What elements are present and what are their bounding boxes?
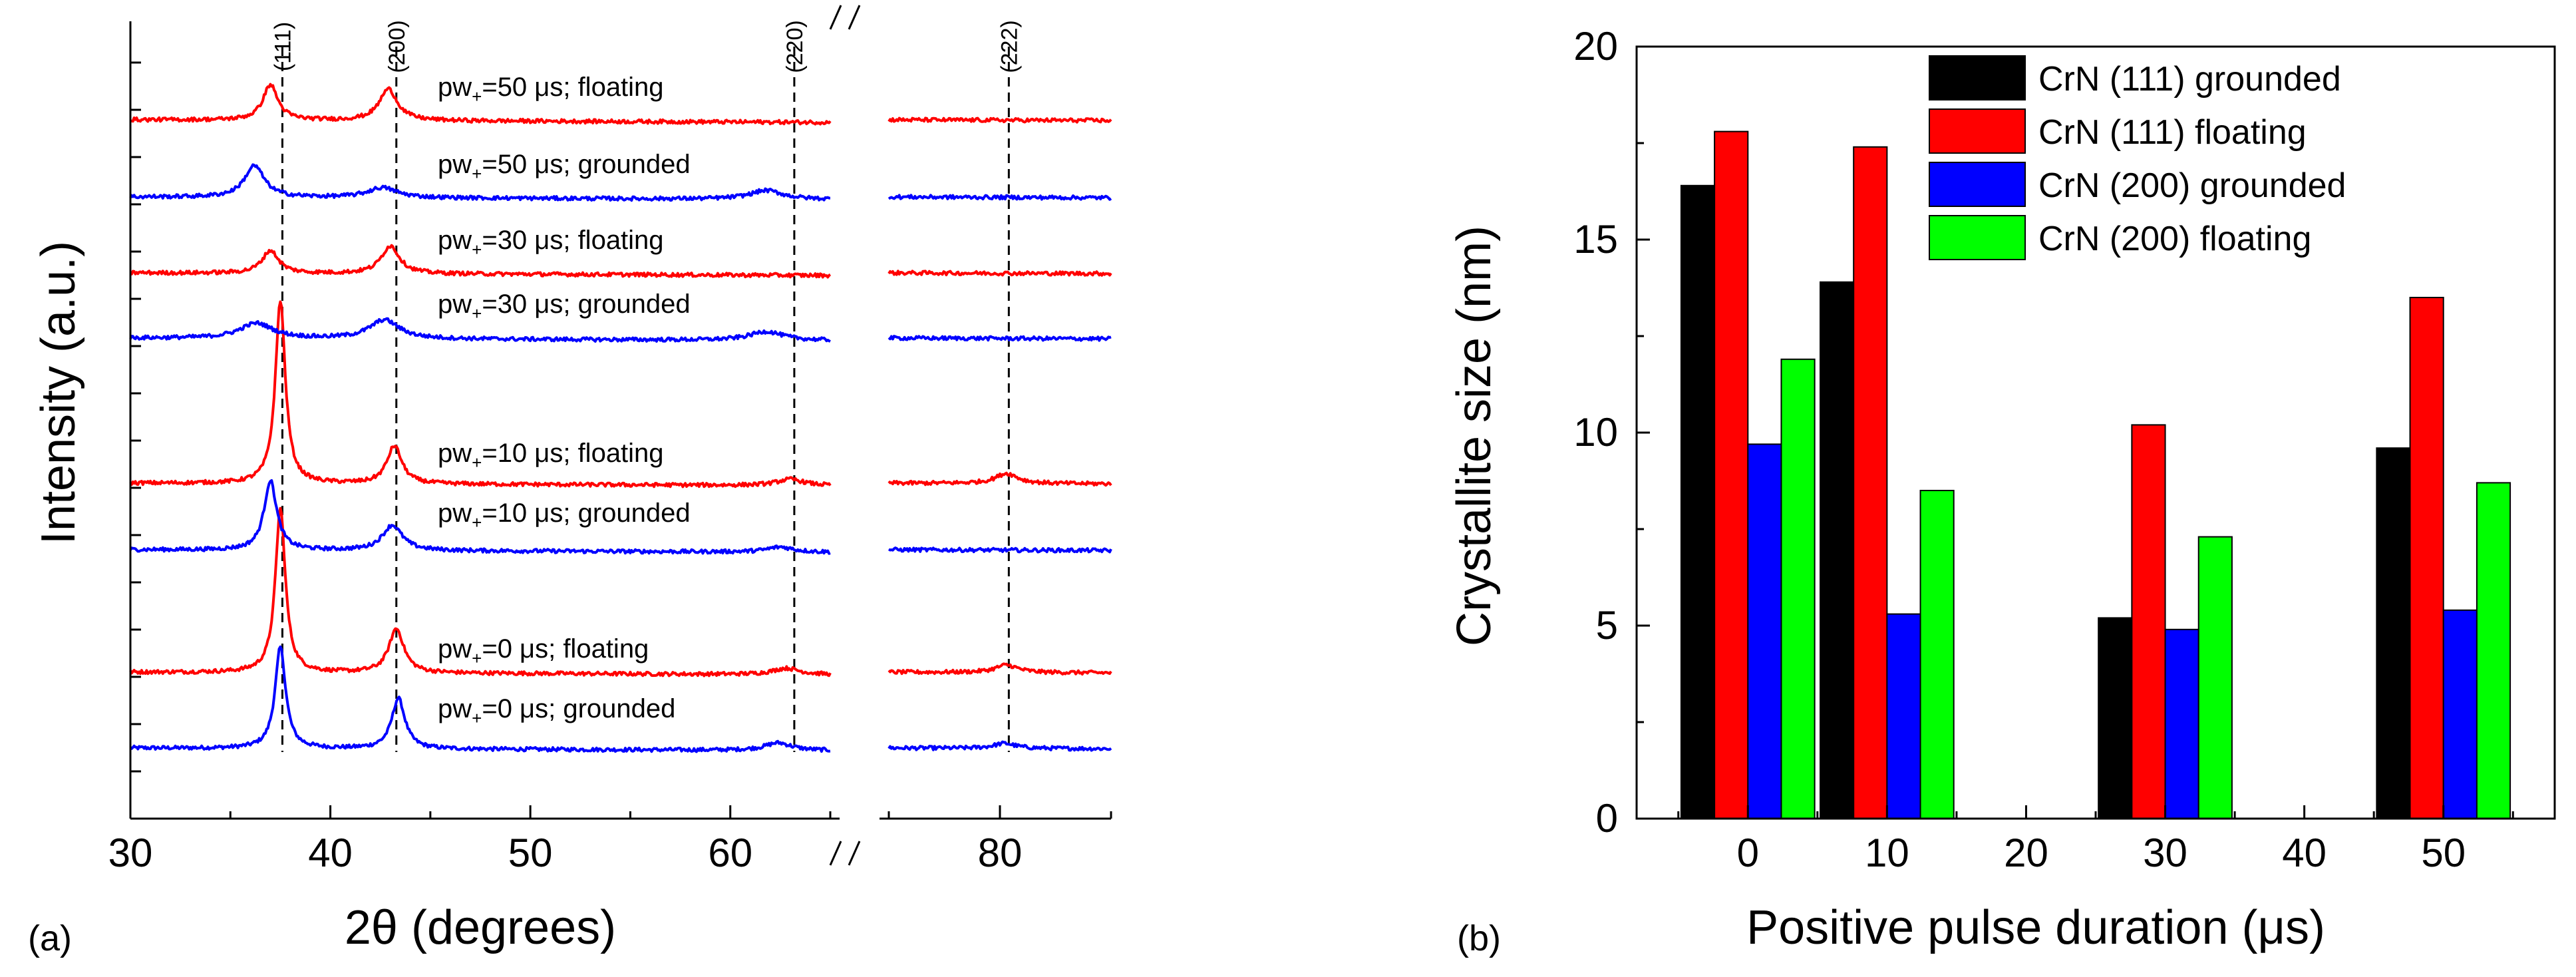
x-tick-label: 30	[108, 831, 153, 875]
x-tick-label: 0	[1737, 831, 1759, 875]
x-tick-label: 80	[978, 831, 1023, 875]
xrd-trace	[887, 335, 1112, 342]
panel-a-label: (a)	[28, 918, 72, 958]
y-tick-label: 20	[1573, 24, 1618, 69]
xrd-trace	[887, 740, 1112, 752]
y-tick-label: 0	[1596, 796, 1618, 841]
axis-break-stroke	[848, 841, 861, 866]
series-label: pw+=0 μs; floating	[438, 634, 649, 668]
bar	[1714, 130, 1749, 820]
series-label: pw+=10 μs; grounded	[438, 498, 691, 532]
bar	[2376, 447, 2411, 819]
bar	[2197, 536, 2233, 819]
peak-marker-label: (200)	[385, 20, 410, 73]
bar	[2409, 297, 2444, 819]
series-label: pw+=30 μs; grounded	[438, 290, 691, 323]
xrd-series: pw+=10 μs; floating	[129, 300, 1112, 488]
xrd-trace	[129, 645, 831, 753]
y-tick-label: 10	[1573, 410, 1618, 455]
y-tick-label: 5	[1596, 603, 1618, 648]
bar	[1820, 281, 1855, 819]
panel-b-label: (b)	[1457, 918, 1501, 958]
panel-b-x-axis-title: Positive pulse duration (μs)	[1746, 901, 2325, 954]
legend-swatch	[1929, 55, 2026, 100]
bar	[1680, 184, 1716, 819]
axis-break-stroke	[829, 5, 842, 30]
bar	[1853, 146, 1888, 820]
peak-marker-label: (111)	[270, 22, 295, 71]
axis-break-top-mark	[829, 5, 861, 30]
x-tick-label: 30	[2143, 831, 2187, 875]
series-label: pw+=10 μs; floating	[438, 439, 664, 473]
x-tick-label: 40	[308, 831, 353, 875]
bar	[2098, 617, 2133, 820]
xrd-trace	[129, 506, 832, 678]
panel-b-ticks: 0 5 10 15 20 0 10 20 30 40 50	[1573, 24, 2514, 875]
xrd-series: pw+=30 μs; grounded	[129, 290, 1112, 343]
xrd-series: pw+=10 μs; grounded	[129, 479, 1112, 555]
x-tick-label: 50	[508, 831, 553, 875]
bar	[1886, 613, 1921, 819]
xrd-trace	[129, 163, 831, 202]
peak-marker-lines: (111) (200) (220) (222)	[270, 20, 1022, 752]
xrd-trace	[129, 300, 832, 488]
axis-break-stroke	[829, 841, 842, 866]
xrd-trace	[129, 244, 832, 279]
series-label: pw+=0 μs; grounded	[438, 694, 675, 728]
bar	[2164, 628, 2199, 819]
legend-swatch	[1929, 108, 2026, 154]
bar	[2131, 424, 2166, 819]
panel-a-axes	[129, 5, 1111, 866]
xrd-trace	[887, 546, 1112, 554]
bar	[1747, 443, 1782, 819]
axis-break-stroke	[848, 5, 861, 30]
xrd-trace	[887, 194, 1112, 201]
legend-label: CrN (200) grounded	[2038, 166, 2346, 205]
x-tick-label: 20	[2004, 831, 2048, 875]
panel-b-legend: CrN (111) grounded CrN (111) floating CrN …	[1929, 55, 2346, 260]
xrd-trace	[887, 662, 1112, 676]
xrd-trace	[887, 116, 1112, 124]
bar	[2442, 609, 2478, 819]
xrd-series: pw+=30 μs; floating	[129, 226, 1112, 279]
xrd-trace	[130, 83, 832, 126]
peak-marker-label: (222)	[997, 20, 1022, 73]
peak-marker-label: (220)	[782, 20, 808, 73]
bar	[2476, 482, 2511, 820]
panel-b-y-axis-title: Crystallite size (nm)	[1448, 226, 1501, 646]
panel-a-xrd-chart: (111) (200) (220) (222) pw+=0 μs; groundedp…	[28, 5, 1112, 958]
x-tick-label: 10	[1865, 831, 1909, 875]
xrd-trace	[887, 270, 1112, 277]
legend-swatch	[1929, 215, 2026, 260]
bar	[1919, 490, 1955, 819]
series-label: pw+=50 μs; floating	[438, 73, 664, 106]
panel-a-y-axis-title: Intensity (a.u.)	[32, 241, 85, 544]
x-tick-label: 50	[2421, 831, 2466, 875]
xrd-trace	[129, 479, 831, 555]
xrd-series: pw+=0 μs; grounded	[129, 645, 1112, 753]
xrd-trace	[129, 317, 831, 343]
axis-break-bottom-mark	[829, 841, 861, 866]
panel-a-ticks: 30 40 50 60 80	[108, 61, 1112, 875]
y-tick-label: 15	[1573, 217, 1618, 262]
series-label: pw+=50 μs; grounded	[438, 150, 691, 184]
legend-label: CrN (111) grounded	[2038, 60, 2341, 98]
bar	[1780, 358, 1816, 819]
x-tick-label: 60	[708, 831, 752, 875]
xrd-trace	[887, 471, 1112, 487]
series-label: pw+=30 μs; floating	[438, 226, 664, 260]
xrd-series: pw+=50 μs; floating	[130, 73, 1112, 126]
legend-swatch	[1929, 162, 2026, 207]
legend-label: CrN (200) floating	[2038, 220, 2311, 258]
x-tick-label: 40	[2282, 831, 2327, 875]
xrd-series: pw+=50 μs; grounded	[129, 150, 1112, 202]
panel-a-x-axis-title: 2θ (degrees)	[345, 901, 616, 954]
xrd-pattern-series: pw+=0 μs; grounded pw+=0 μs; floating pw+=…	[129, 73, 1112, 753]
xrd-series: pw+=0 μs; floating	[129, 506, 1112, 678]
legend-label: CrN (111) floating	[2038, 113, 2307, 152]
